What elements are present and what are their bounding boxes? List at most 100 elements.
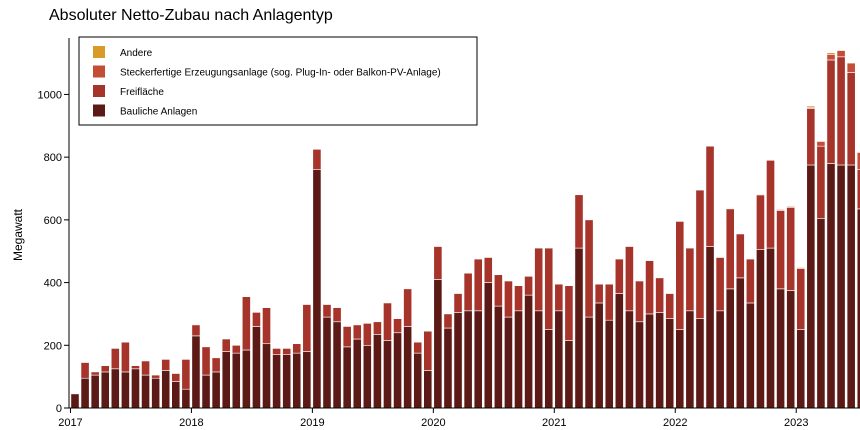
legend-label: Freifläche <box>120 87 164 98</box>
bar-segment-1-2017-12 <box>181 359 191 390</box>
bar-segment-0-2023-07 <box>856 208 860 409</box>
legend-label: Andere <box>120 48 153 59</box>
bar-segment-0-2021-12 <box>665 318 675 409</box>
bar-segment-0-2018-05 <box>231 352 241 409</box>
bar-segment-0-2022-03 <box>695 318 705 409</box>
x-ticks-layer: 2017 2018 2019 2020 2021 2022 2023 <box>58 408 808 429</box>
bar-segment-0-2022-06 <box>725 288 735 409</box>
bar-segment-0-2017-11 <box>171 381 181 409</box>
bar-segment-1-2023-03 <box>816 145 826 219</box>
bar-segment-0-2019-08 <box>383 340 392 409</box>
bar-segment-0-2021-02 <box>564 340 574 409</box>
bar-segment-0-2020-03 <box>453 312 463 409</box>
legend: Andere Steckerfertige Erzeugungsanlage (s… <box>78 36 478 126</box>
bar-segment-0-2018-02 <box>201 374 211 409</box>
bar-segment-0-2017-05 <box>110 368 120 409</box>
y-tick-label: 200 <box>44 340 62 352</box>
bar-segment-1-2019-08 <box>383 302 392 341</box>
bar-segment-1-2020-09 <box>514 285 523 312</box>
bar-segment-0-2019-11 <box>413 352 423 409</box>
bar-segment-0-2021-06 <box>604 319 614 409</box>
bar-segment-1-2022-08 <box>745 258 755 304</box>
bar-segment-1-2021-08 <box>624 246 634 312</box>
bar-segment-1-2022-02 <box>685 247 695 312</box>
bar-segment-0-2021-04 <box>584 316 594 409</box>
bar-segment-0-2017-09 <box>151 377 161 409</box>
x-tick-label: 2017 <box>58 417 82 429</box>
bar-segment-0-2017-10 <box>161 370 171 409</box>
y-tick-label: 1000 <box>38 89 62 101</box>
bar-segment-1-2019-12 <box>423 330 433 371</box>
bar-segment-1-2018-05 <box>231 344 241 354</box>
bar-segment-1-2020-06 <box>483 257 493 283</box>
bar-segment-0-2019-12 <box>423 370 433 409</box>
bar-segment-1-2017-07 <box>131 365 140 370</box>
bar-segment-1-2018-04 <box>221 338 231 352</box>
bar-segment-1-2019-05 <box>352 324 362 340</box>
x-tick-label: 2021 <box>542 417 566 429</box>
bar-segment-0-2018-03 <box>211 371 221 409</box>
bar-segment-0-2017-01 <box>70 393 80 409</box>
bar-segment-1-2021-07 <box>614 258 624 294</box>
bar-segment-0-2019-10 <box>403 326 413 409</box>
chart-title: Absoluter Netto-Zubau nach Anlagentyp <box>49 7 333 24</box>
bar-segment-0-2020-01 <box>433 279 443 409</box>
bar-segment-0-2019-04 <box>342 346 352 409</box>
bar-segment-1-2019-04 <box>342 326 352 348</box>
bar-segment-1-2017-09 <box>151 374 161 379</box>
bar-segment-1-2019-06 <box>362 323 372 346</box>
bar-segment-0-2017-04 <box>100 371 110 409</box>
bar-segment-0-2019-07 <box>372 334 382 409</box>
bar-segment-1-2019-07 <box>372 321 382 335</box>
bar-segment-2-2023-05 <box>836 50 846 58</box>
y-ticks-layer: 0 200 400 600 800 1000 <box>38 89 69 415</box>
bar-segment-0-2023-03 <box>816 218 826 409</box>
bar-segment-0-2018-10 <box>282 354 292 409</box>
bar-segment-1-2019-02 <box>322 304 332 318</box>
bar-segment-0-2022-01 <box>675 329 685 409</box>
bar-segment-1-2018-02 <box>201 346 211 376</box>
y-tick-label: 800 <box>44 152 62 164</box>
bar-segment-1-2020-01 <box>433 246 443 280</box>
bar-segment-0-2020-11 <box>534 310 544 409</box>
bar-segment-1-2020-11 <box>534 247 544 312</box>
bar-segment-0-2023-02 <box>806 164 816 409</box>
y-tick-label: 0 <box>56 403 62 415</box>
bar-segment-0-2017-06 <box>121 371 130 409</box>
bar-segment-0-2017-08 <box>141 374 150 409</box>
x-tick-label: 2020 <box>421 417 445 429</box>
bar-segment-2-2023-07 <box>856 152 860 170</box>
bar-segment-1-2018-03 <box>211 357 221 373</box>
y-tick-label: 600 <box>44 215 62 227</box>
bar-segment-0-2018-09 <box>272 354 281 409</box>
bar-segment-1-2021-12 <box>665 293 675 319</box>
bar-segment-0-2022-08 <box>745 302 755 409</box>
bar-segment-1-2017-06 <box>121 341 130 373</box>
bar-segment-0-2021-01 <box>554 310 564 409</box>
bar-segment-1-2020-04 <box>463 272 473 312</box>
bar-segment-1-2018-08 <box>262 307 271 345</box>
bar-segment-1-2022-09 <box>756 194 765 250</box>
bar-segment-1-2021-05 <box>594 283 604 304</box>
legend-items: Andere Steckerfertige Erzeugungsanlage (s… <box>93 46 441 118</box>
bar-segment-1-2021-01 <box>554 283 564 312</box>
bar-segment-1-2018-07 <box>252 312 261 327</box>
bar-segment-0-2020-09 <box>514 310 523 409</box>
bar-segment-3-2022-12 <box>786 205 796 207</box>
bar-segment-0-2022-07 <box>735 277 745 409</box>
bar-segment-0-2021-10 <box>645 313 654 409</box>
bar-segment-0-2022-09 <box>756 249 765 409</box>
legend-swatch <box>93 104 105 117</box>
bar-segment-0-2021-07 <box>614 293 624 409</box>
bar-segment-0-2021-11 <box>655 312 665 409</box>
bar-segment-0-2020-02 <box>443 327 453 409</box>
bar-segment-1-2020-05 <box>473 258 483 312</box>
bar-segment-0-2018-01 <box>191 335 201 409</box>
legend-swatch <box>93 65 105 78</box>
bar-segment-0-2021-08 <box>624 310 634 409</box>
legend-swatch <box>93 85 105 97</box>
bar-segment-0-2023-01 <box>796 329 806 409</box>
bar-segment-1-2023-02 <box>806 108 816 166</box>
bar-segment-1-2021-10 <box>645 260 654 315</box>
